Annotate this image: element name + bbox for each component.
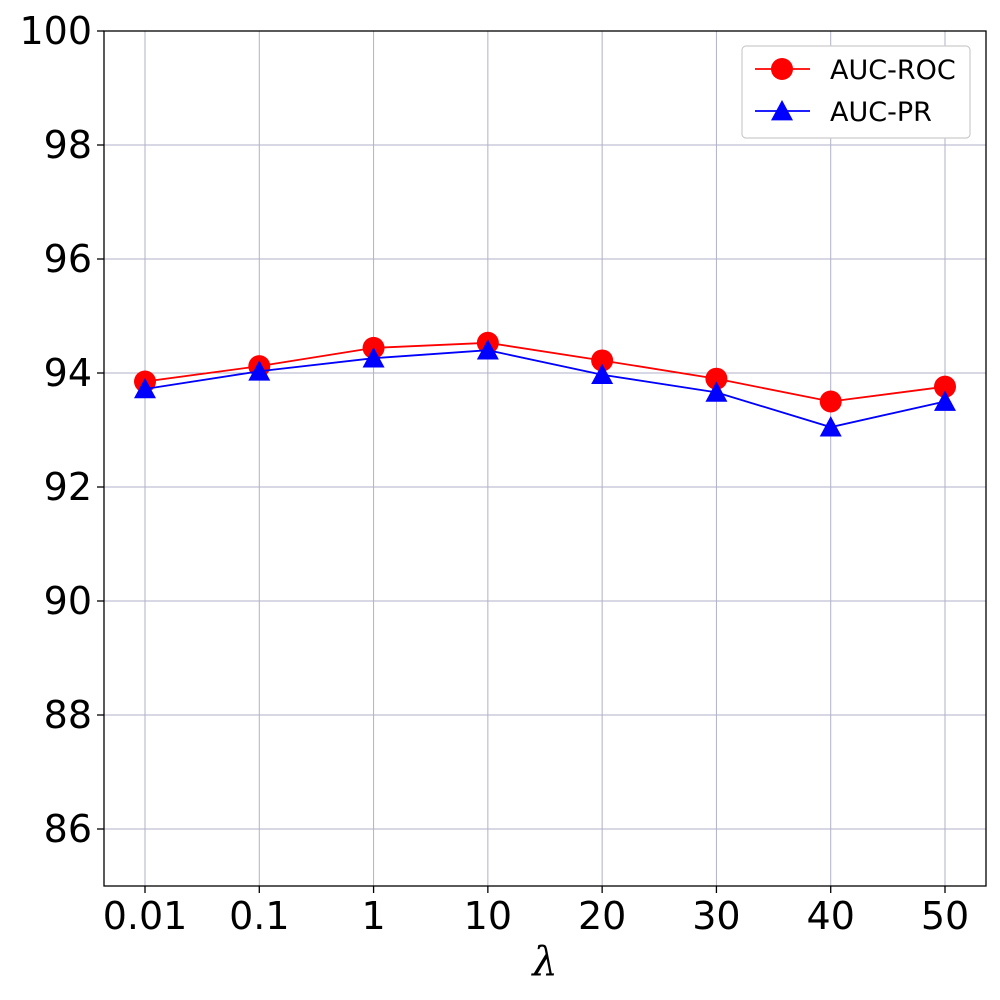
data-point-auc-roc (934, 375, 956, 398)
data-point-auc-roc (819, 390, 842, 413)
plot-area-frame (103, 30, 987, 887)
data-point-auc-pr (248, 360, 271, 381)
y-tick-label: 86 (44, 807, 92, 851)
x-tick-label: 0.01 (103, 894, 188, 938)
x-axis-label: λ (530, 939, 557, 985)
data-point-auc-pr (934, 390, 956, 411)
legend-marker-auc-pr (771, 100, 793, 121)
grid (104, 30, 986, 886)
data-point-auc-pr (362, 347, 385, 368)
series-line-auc-pr (144, 349, 946, 429)
x-tick-label: 40 (807, 894, 855, 938)
series-auc-roc (134, 331, 956, 413)
x-tick-label: 10 (464, 894, 512, 938)
x-tick-label: 0.1 (229, 894, 289, 938)
y-tick-label: 96 (44, 237, 92, 281)
y-tick-label: 88 (44, 693, 92, 737)
y-tick-label: 98 (44, 123, 92, 167)
data-point-auc-pr (134, 377, 156, 399)
x-axis: 0.01 0.1 1 10 20 30 40 50 (103, 886, 969, 938)
data-point-auc-roc (705, 367, 728, 390)
x-tick-label: 50 (921, 894, 969, 938)
x-tick-label: 20 (578, 894, 626, 938)
legend-label-auc-pr: AUC-PR (830, 97, 932, 128)
y-tick-label: 90 (44, 579, 92, 623)
series-line-auc-roc (144, 341, 946, 403)
legend-label-auc-roc: AUC-ROC (830, 55, 956, 86)
data-point-auc-pr (819, 416, 842, 437)
legend: AUC-ROC AUC-PR (741, 45, 971, 139)
y-tick-label: 94 (44, 351, 92, 395)
x-tick-label: 30 (692, 894, 740, 938)
plot-series (134, 331, 956, 437)
y-tick-label: 92 (44, 465, 92, 509)
data-point-auc-pr (476, 339, 499, 360)
y-tick-label: 100 (19, 9, 92, 53)
x-tick-label: 1 (361, 894, 385, 938)
legend-marker-auc-roc (771, 58, 793, 80)
data-point-auc-pr (705, 381, 728, 402)
data-point-auc-pr (591, 363, 614, 385)
data-point-auc-roc (591, 349, 614, 372)
y-axis: 86 88 90 92 94 96 98 100 (19, 9, 104, 851)
series-auc-pr (134, 339, 956, 437)
